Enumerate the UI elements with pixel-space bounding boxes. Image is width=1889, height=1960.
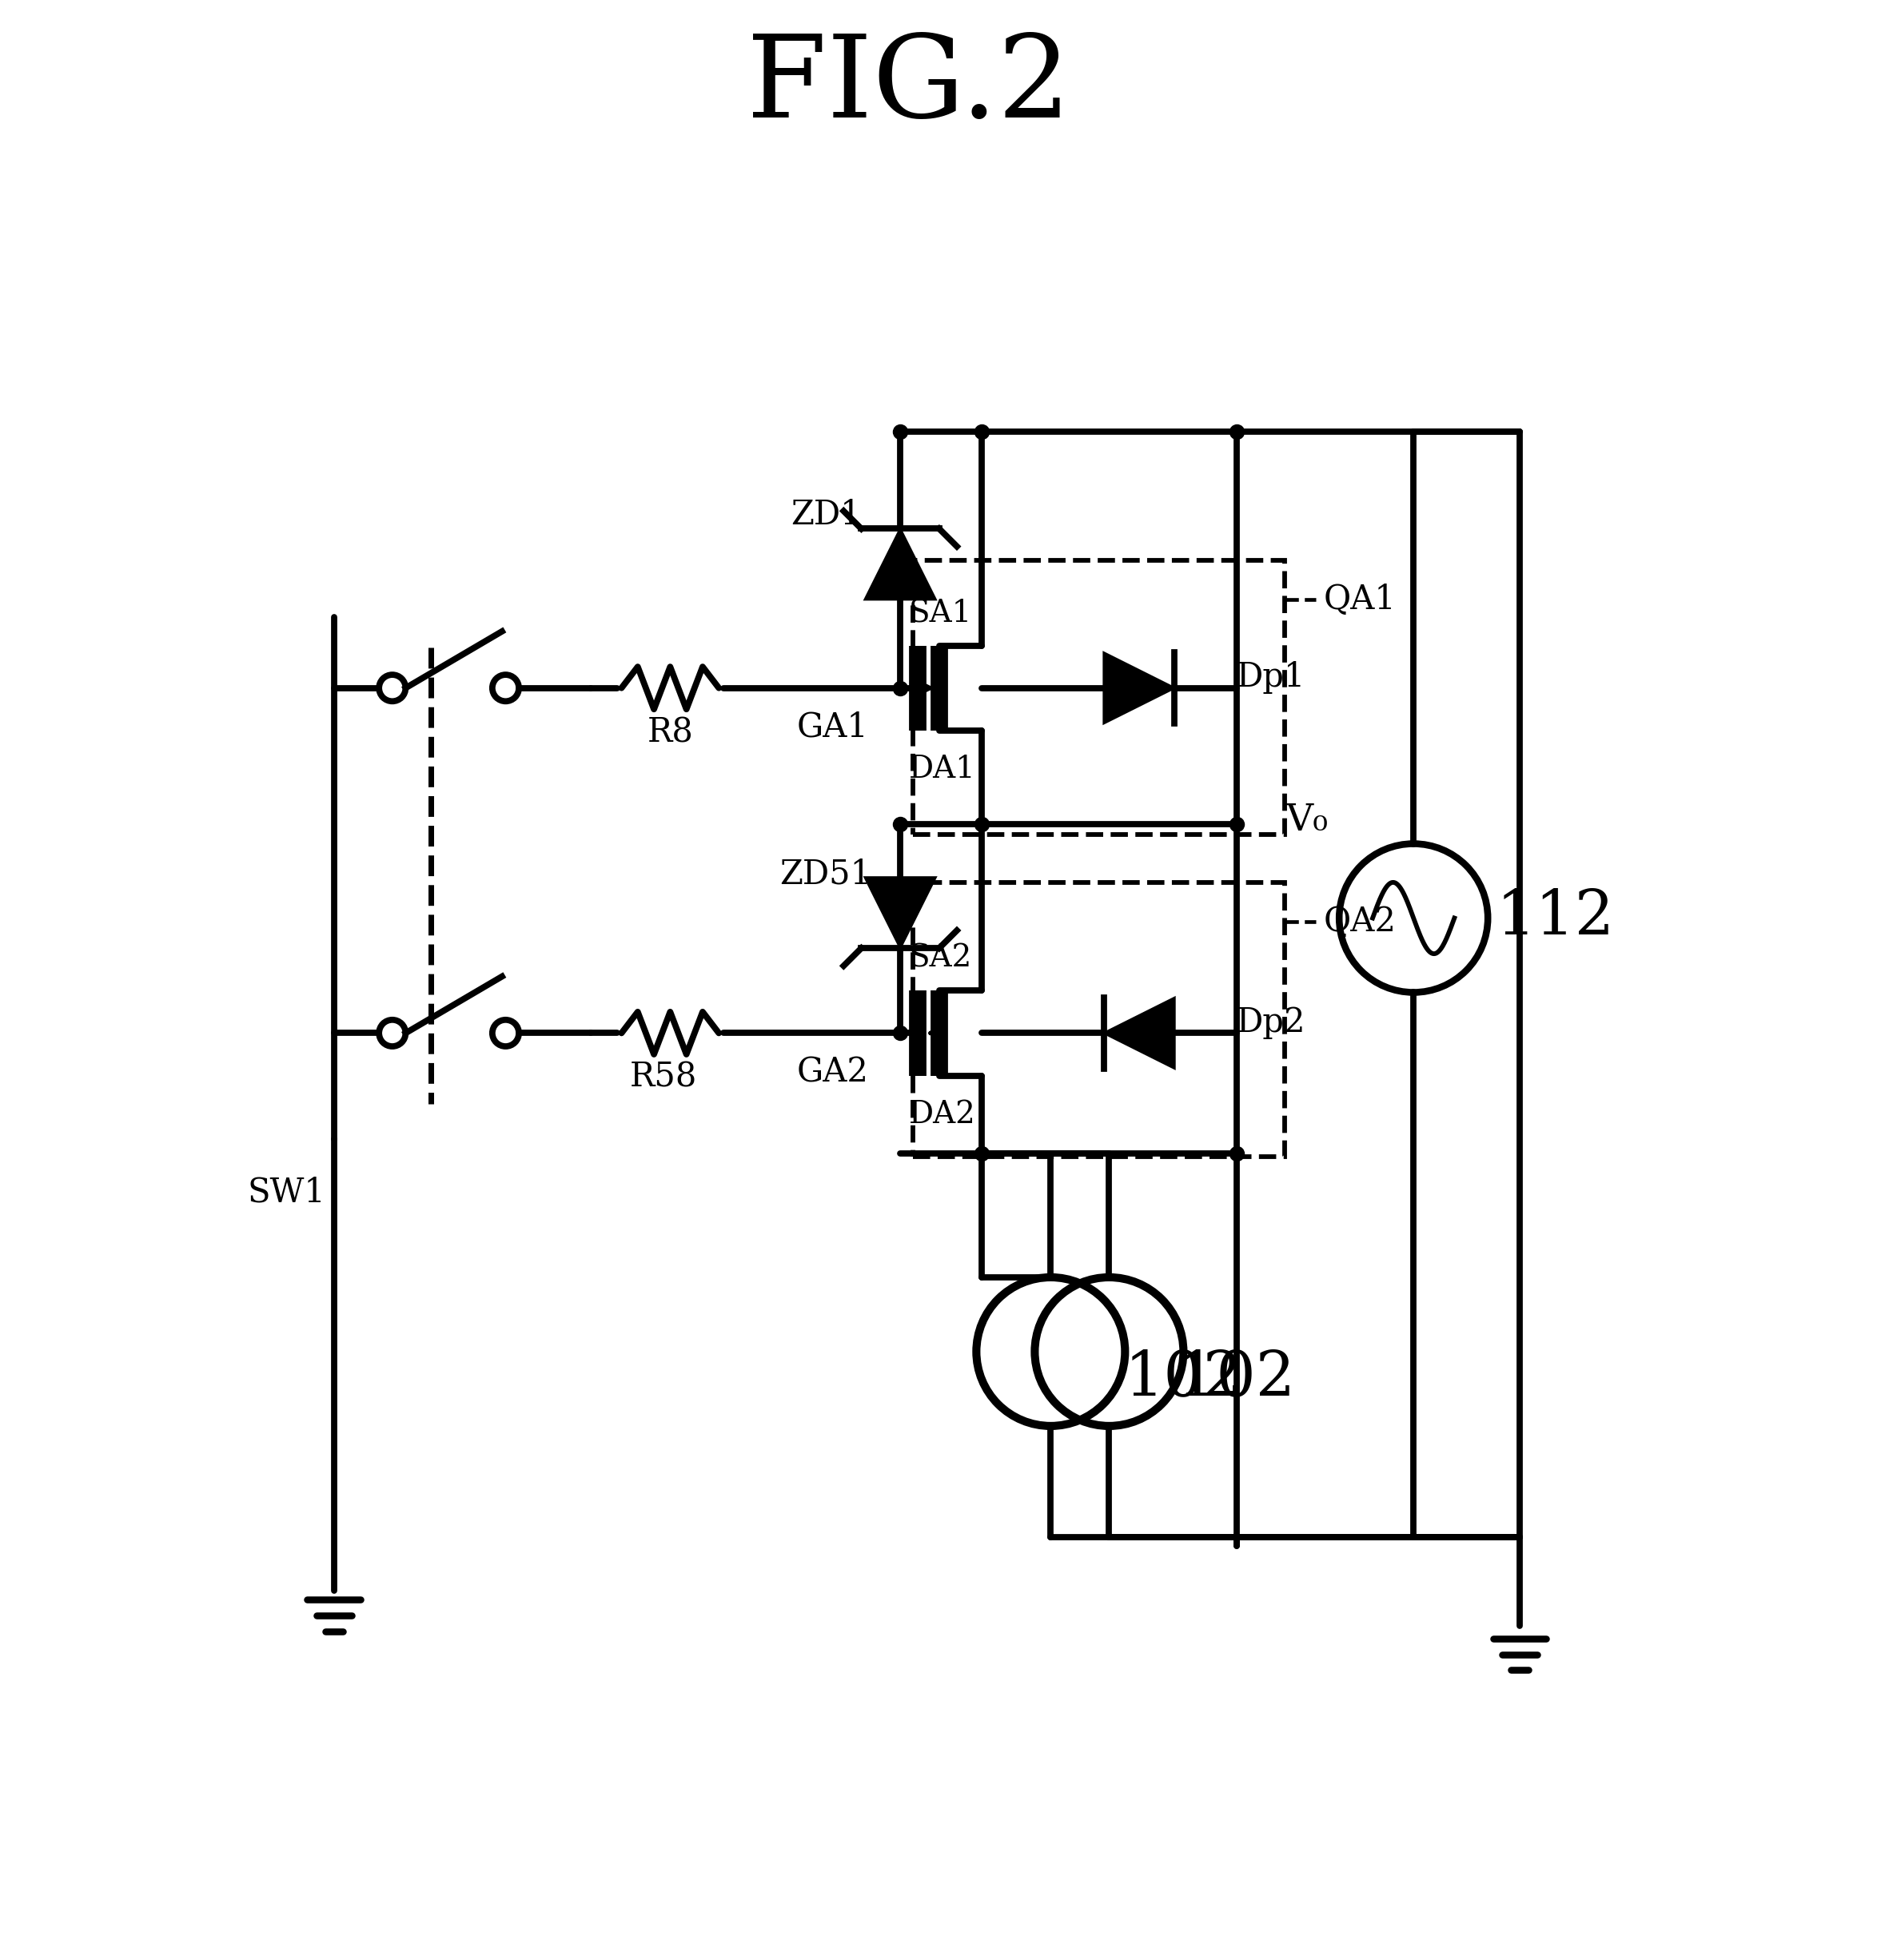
Text: QA2: QA2: [1324, 906, 1396, 939]
Polygon shape: [865, 878, 935, 949]
Text: SA2: SA2: [909, 945, 973, 974]
Text: R8: R8: [648, 715, 693, 749]
Bar: [912, 882, 1285, 1156]
Text: R58: R58: [629, 1060, 697, 1094]
Text: SW1: SW1: [247, 1176, 325, 1209]
Text: GA2: GA2: [797, 1054, 869, 1090]
Text: QA1: QA1: [1324, 582, 1396, 615]
Text: FIG.2: FIG.2: [746, 31, 1071, 141]
Text: 102: 102: [1177, 1348, 1296, 1409]
Polygon shape: [1103, 998, 1175, 1068]
Polygon shape: [865, 529, 935, 600]
Text: Dp2: Dp2: [1237, 1005, 1305, 1039]
Text: DA1: DA1: [909, 755, 977, 784]
Text: V₀: V₀: [1286, 804, 1328, 839]
Text: 112: 112: [1496, 888, 1615, 949]
Text: GA1: GA1: [797, 710, 869, 743]
Text: SA1: SA1: [909, 600, 973, 629]
Text: Dp1: Dp1: [1237, 661, 1305, 694]
Polygon shape: [1103, 653, 1175, 723]
Text: 102: 102: [1124, 1348, 1243, 1409]
Text: ZD51: ZD51: [780, 857, 873, 890]
Text: ZD1: ZD1: [791, 498, 861, 531]
Bar: [912, 561, 1285, 835]
Text: DA2: DA2: [909, 1100, 977, 1129]
